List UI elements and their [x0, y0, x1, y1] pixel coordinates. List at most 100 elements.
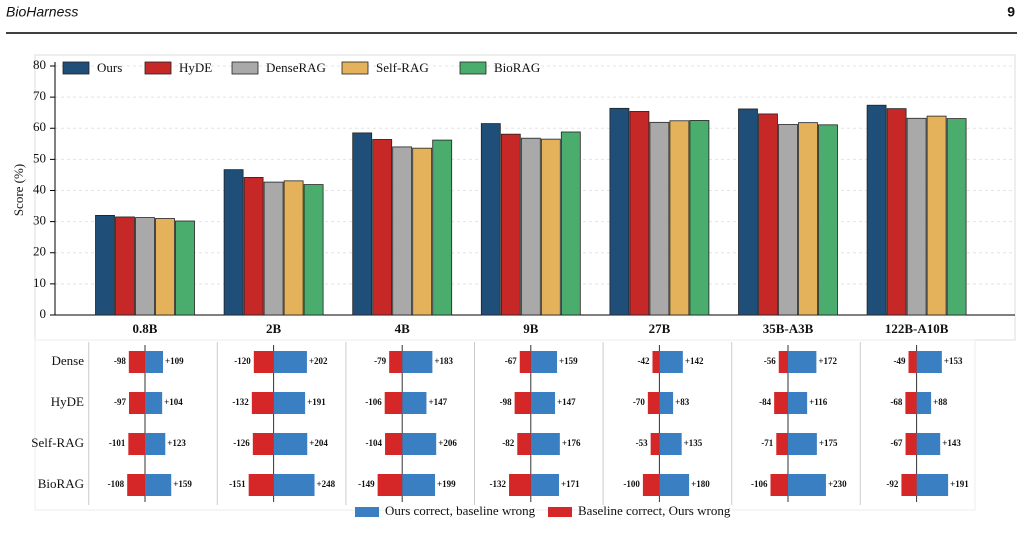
- row-label: HyDE: [51, 394, 84, 409]
- diverging-bar: [916, 351, 942, 373]
- value-label: +191: [950, 479, 969, 489]
- value-label: +206: [438, 438, 457, 448]
- bar: [798, 122, 818, 316]
- y-tick-label: 40: [33, 181, 46, 196]
- diverging-bar: [774, 392, 788, 414]
- bar: [866, 104, 887, 316]
- y-tick-label: 10: [33, 275, 46, 290]
- diverging-bar: [402, 392, 427, 414]
- diverging-bar: [145, 433, 166, 455]
- y-tick-label: 30: [33, 213, 46, 228]
- legend-label: Ours correct, baseline wrong: [385, 503, 536, 518]
- value-label: -98: [114, 356, 126, 366]
- value-label: -67: [505, 356, 517, 366]
- bar: [946, 118, 967, 316]
- value-label: -104: [366, 438, 383, 448]
- legend-swatch: [144, 61, 172, 75]
- value-label: -126: [233, 438, 250, 448]
- bar: [115, 216, 135, 316]
- bar: [303, 184, 324, 316]
- value-label: -71: [761, 438, 773, 448]
- row-label: Self-RAG: [31, 435, 84, 450]
- value-label: -67: [891, 438, 903, 448]
- value-label: -106: [751, 479, 768, 489]
- bar: [689, 120, 710, 316]
- diverging-bar: [519, 351, 531, 373]
- legend-swatch: [548, 507, 572, 517]
- diverging-bar: [128, 392, 145, 414]
- diverging-bar: [273, 392, 306, 414]
- bar: [818, 124, 838, 316]
- diverging-bar: [402, 351, 433, 373]
- diverging-bar: [652, 351, 660, 373]
- bar: [372, 139, 393, 316]
- y-tick-label: 50: [33, 150, 46, 165]
- diverging-bar: [145, 474, 172, 496]
- row-label: BioRAG: [38, 476, 84, 491]
- value-label: -149: [358, 479, 375, 489]
- value-label: -132: [232, 397, 249, 407]
- value-label: +172: [818, 356, 837, 366]
- diverging-bar: [659, 433, 682, 455]
- value-label: +202: [309, 356, 328, 366]
- bar: [95, 214, 115, 316]
- diverging-bar: [251, 392, 274, 414]
- value-label: -53: [636, 438, 648, 448]
- diverging-bar: [788, 474, 826, 496]
- diverging-bar: [253, 351, 274, 373]
- value-label: -84: [759, 397, 771, 407]
- value-label: -56: [764, 356, 776, 366]
- bar: [738, 108, 758, 316]
- x-tick-label: 35B-A3B: [763, 321, 814, 336]
- value-label: +180: [691, 479, 710, 489]
- value-label: +109: [165, 356, 184, 366]
- y-axis-label: Score (%): [11, 164, 26, 216]
- value-label: +175: [819, 438, 838, 448]
- bar: [243, 177, 264, 316]
- diverging-bar: [530, 351, 558, 373]
- diverging-bar: [377, 474, 403, 496]
- diverging-bar: [650, 433, 660, 455]
- bar: [500, 133, 521, 316]
- diverging-bar: [659, 351, 683, 373]
- bar: [906, 117, 927, 316]
- bar: [480, 123, 501, 316]
- y-tick-label: 0: [40, 306, 47, 321]
- running-title: BioHarness: [6, 4, 78, 20]
- value-label: -49: [894, 356, 906, 366]
- diverging-bar: [642, 474, 660, 496]
- bar: [540, 138, 561, 316]
- value-label: -101: [109, 438, 126, 448]
- diverging-bar: [273, 433, 308, 455]
- value-label: +204: [309, 438, 328, 448]
- y-tick-label: 80: [33, 57, 46, 72]
- bar: [520, 137, 541, 316]
- diverging-bar: [384, 392, 403, 414]
- y-tick-label: 20: [33, 244, 46, 259]
- value-label: -120: [234, 356, 251, 366]
- diverging-bar: [647, 392, 660, 414]
- value-label: +142: [685, 356, 704, 366]
- panel-frame: [34, 339, 976, 511]
- legend-label: BioRAG: [494, 60, 540, 75]
- bar: [649, 121, 670, 316]
- diverging-bar: [385, 433, 403, 455]
- value-label: -82: [502, 438, 514, 448]
- value-label: +183: [434, 356, 453, 366]
- bar: [283, 180, 304, 316]
- x-tick-label: 4B: [395, 321, 411, 336]
- bar: [263, 181, 284, 316]
- value-label: -98: [500, 397, 512, 407]
- diverging-bar: [530, 474, 560, 496]
- value-label: +147: [428, 397, 447, 407]
- x-tick-label: 9B: [523, 321, 539, 336]
- y-tick-label: 70: [33, 88, 46, 103]
- diverging-bar: [514, 392, 531, 414]
- legend-label: Baseline correct, Ours wrong: [578, 503, 731, 518]
- x-tick-label: 122B-A10B: [885, 321, 949, 336]
- value-label: -68: [890, 397, 902, 407]
- x-tick-label: 2B: [266, 321, 282, 336]
- bar: [175, 220, 195, 316]
- value-label: +191: [307, 397, 326, 407]
